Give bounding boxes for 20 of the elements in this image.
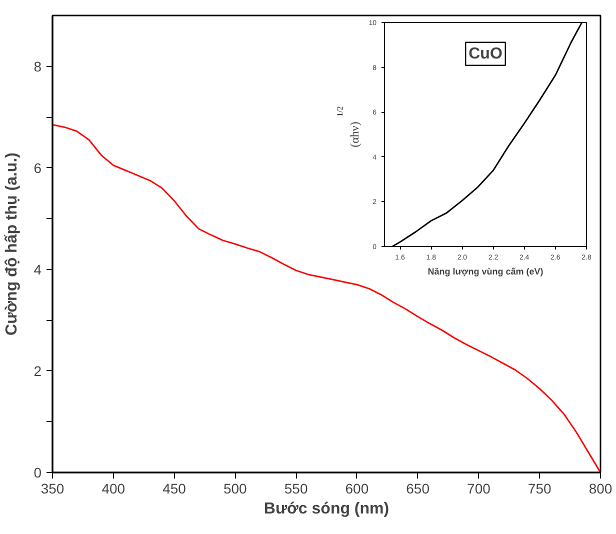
x-tick-label: 600: [345, 480, 369, 496]
y-tick-label: 4: [34, 261, 42, 278]
x-tick-label: 650: [406, 480, 430, 496]
x-tick-label: 700: [467, 480, 491, 496]
x-tick-label: 400: [102, 480, 126, 496]
y-tick-label: 6: [34, 160, 42, 176]
y-tick-label: 2: [34, 362, 42, 379]
x-axis-title: Bước sóng (nm): [264, 500, 390, 518]
x-axis-title: Năng lượng vùng cấm (eV): [428, 266, 544, 276]
y-axis-title: Cường độ hấp thụ (a.u.): [4, 152, 21, 336]
x-tick-label: 450: [162, 480, 186, 496]
y-tick-label: 8: [34, 58, 42, 74]
x-tick-label: 500: [223, 480, 248, 496]
y-axis-title: (αhν)1/2: [336, 106, 362, 148]
x-tick-label: 550: [284, 480, 308, 496]
x-tick-label: 800: [588, 480, 612, 496]
x-tick-label: 350: [40, 480, 64, 496]
y-tick-label: 0: [34, 464, 42, 480]
annotation: CuO: [468, 45, 502, 62]
x-tick-label: 750: [528, 480, 552, 496]
